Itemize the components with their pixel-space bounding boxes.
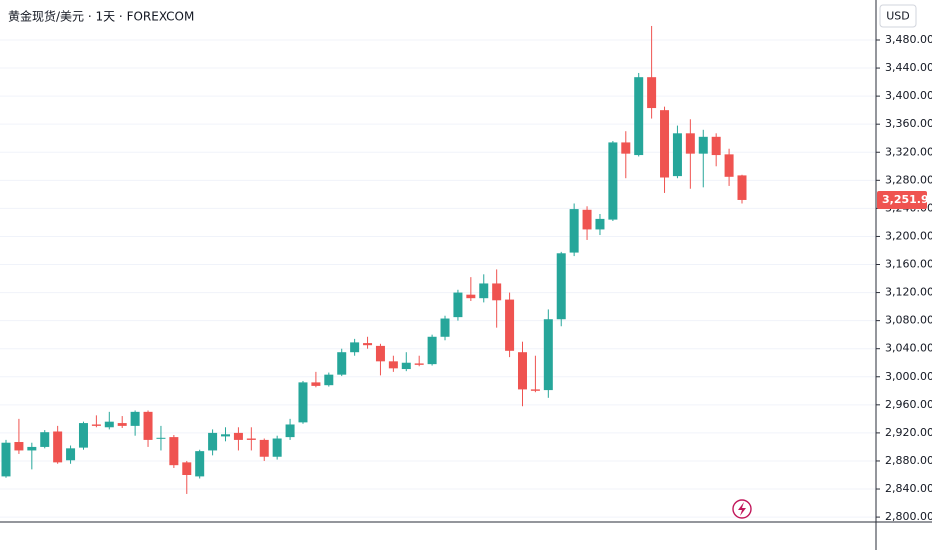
candle-body [66,448,76,461]
candle-body [621,142,631,154]
candle-body [324,374,334,386]
y-tick-label: 3,440.00 [885,61,932,74]
candle-body [672,133,682,177]
candle-body [169,437,179,466]
chart-title: 黄金现货/美元 · 1天 · FOREXCOM [8,9,194,24]
candle-body [337,352,347,375]
overlay: 2,800.00 2,840.00 2,880.00 2,920.00 2,960.00… [1,25,932,523]
candle-body [634,77,644,156]
candle-body [505,299,515,351]
candle-body [91,424,101,426]
candle-body [698,136,708,154]
candle-body [466,294,476,299]
y-tick-label: 2,920.00 [885,426,932,439]
candle-body [660,110,670,178]
candle-body [298,382,308,423]
currency-box[interactable] [879,4,917,28]
candle-body [156,437,166,439]
lightning-icon[interactable] [732,499,752,519]
candle-body [388,361,398,369]
y-tick-label: 2,840.00 [885,482,932,495]
candle-body [143,411,153,440]
candle-body [427,336,437,365]
candle-body [350,342,360,353]
candle-body [1,442,11,477]
y-tick-label: 2,960.00 [885,398,932,411]
candle-body [556,253,566,320]
candle-body [724,154,734,177]
candle-body [479,283,489,299]
y-tick-label: 3,160.00 [885,258,932,271]
candle-body [104,421,114,428]
candle-body [259,439,269,457]
candle-body [246,438,256,440]
candle-body [78,423,88,448]
candle-body [375,345,385,362]
y-tick-label: 3,320.00 [885,145,932,158]
candle-body [401,362,411,370]
candle-body [685,133,695,154]
candle-body [208,432,218,451]
candle-body [195,451,205,477]
y-tick-label: 3,200.00 [885,229,932,242]
y-tick-label: 3,280.00 [885,173,932,186]
candle-body [569,209,579,253]
candle-body [530,389,540,391]
candle-body [311,382,321,386]
candle-body [27,446,37,451]
candle-body [233,432,243,440]
y-tick-label: 3,080.00 [885,314,932,327]
y-tick-label: 3,040.00 [885,342,932,355]
candle-body [14,442,24,451]
y-tick-label: 3,400.00 [885,89,932,102]
candle-body [595,218,605,230]
candle-body [440,318,450,337]
candle-body [647,77,657,109]
candle-body [453,292,463,318]
candle-body [272,438,282,457]
candle-body [582,209,592,230]
candle-body [414,363,424,365]
candle-body [117,423,127,426]
candle-body [543,319,553,391]
y-tick-label: 3,480.00 [885,33,932,46]
candle-body [53,431,63,463]
candle-body [285,424,295,438]
y-tick-label: 3,000.00 [885,370,932,383]
candle-body [363,343,373,346]
candle-body [492,283,502,301]
candle-body [221,434,231,437]
y-tick-label: 2,880.00 [885,454,932,467]
y-tick-label: 3,120.00 [885,286,932,299]
y-tick-label: 2,800.00 [885,510,932,523]
candle-body [737,175,747,200]
currency: USD [886,10,910,23]
candle-body [517,352,527,390]
last-price-box [877,191,927,210]
candle-body [608,142,618,220]
y-tick-label: 3,360.00 [885,117,932,130]
candle-body [40,432,50,447]
last-price-label: 3,251.91 [882,193,932,206]
candle-body [130,411,140,426]
candle-body [182,462,192,475]
candle-body [711,136,721,156]
